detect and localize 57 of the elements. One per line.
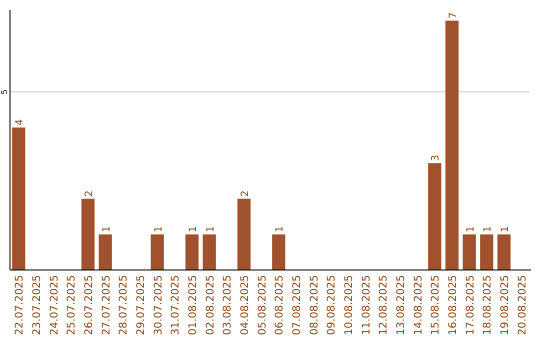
- data-label: 1: [101, 226, 112, 232]
- bar: [462, 234, 476, 270]
- bar: [237, 198, 251, 270]
- bar: [445, 20, 459, 270]
- x-tick-label: 15.08.2025: [430, 275, 442, 336]
- x-tick-label: 09.08.2025: [326, 275, 338, 336]
- x-tick-label: 02.08.2025: [204, 275, 216, 336]
- x-tick-label: 18.08.2025: [482, 275, 494, 336]
- data-label: 1: [274, 226, 286, 232]
- data-label: 1: [465, 226, 476, 232]
- x-tick-label: 30.07.2025: [152, 275, 164, 336]
- data-label: 2: [240, 190, 251, 197]
- x-tick-label: 16.08.2025: [447, 275, 459, 336]
- data-label: 1: [188, 226, 199, 232]
- x-tick-label: 29.07.2025: [135, 275, 147, 336]
- data-label: 2: [84, 190, 95, 197]
- x-tick-label: 22.07.2025: [14, 275, 26, 336]
- x-tick-label: 06.08.2025: [274, 275, 286, 336]
- x-tick-label: 01.08.2025: [187, 275, 199, 336]
- bar: [202, 234, 216, 270]
- data-label: 1: [500, 226, 511, 232]
- bar: [428, 163, 442, 270]
- x-tick-label: 13.08.2025: [395, 275, 407, 336]
- x-tick-label: 27.07.2025: [100, 275, 112, 336]
- data-label: 7: [448, 12, 459, 19]
- data-label: 1: [205, 226, 216, 232]
- x-tick-label: 24.07.2025: [48, 275, 60, 336]
- bar: [12, 128, 26, 270]
- x-tick-label: 11.08.2025: [360, 275, 372, 336]
- bar: [81, 198, 95, 270]
- data-label: 3: [430, 154, 442, 162]
- bar: [272, 234, 286, 270]
- data-label: 4: [14, 119, 26, 126]
- bar: [98, 234, 112, 270]
- x-tick-label: 12.08.2025: [378, 275, 390, 336]
- x-tick-label: 17.08.2025: [464, 275, 476, 336]
- x-tick-label: 08.08.2025: [308, 275, 320, 336]
- y-tick-label: 5: [0, 89, 9, 94]
- x-tick-label: 28.07.2025: [118, 275, 130, 336]
- x-tick-label: 20.08.2025: [516, 275, 528, 336]
- x-tick-label: 10.08.2025: [343, 275, 355, 336]
- x-tick-label: 04.08.2025: [239, 275, 251, 336]
- data-label: 1: [482, 226, 494, 232]
- x-tick-label: 14.08.2025: [412, 275, 424, 336]
- bar: [185, 234, 199, 270]
- x-tick-label: 03.08.2025: [222, 275, 234, 336]
- x-tick-label: 05.08.2025: [256, 275, 268, 336]
- x-tick-label: 31.07.2025: [170, 275, 182, 336]
- x-tick-label: 19.08.2025: [499, 275, 511, 336]
- bar: [150, 234, 164, 270]
- bar: [480, 234, 494, 270]
- x-tick-label: 26.07.2025: [83, 275, 95, 336]
- data-label: 1: [153, 226, 164, 232]
- x-tick-label: 25.07.2025: [66, 275, 78, 336]
- x-tick-label: 07.08.2025: [291, 275, 303, 336]
- x-tick-label: 23.07.2025: [31, 275, 43, 336]
- bar: [497, 234, 511, 270]
